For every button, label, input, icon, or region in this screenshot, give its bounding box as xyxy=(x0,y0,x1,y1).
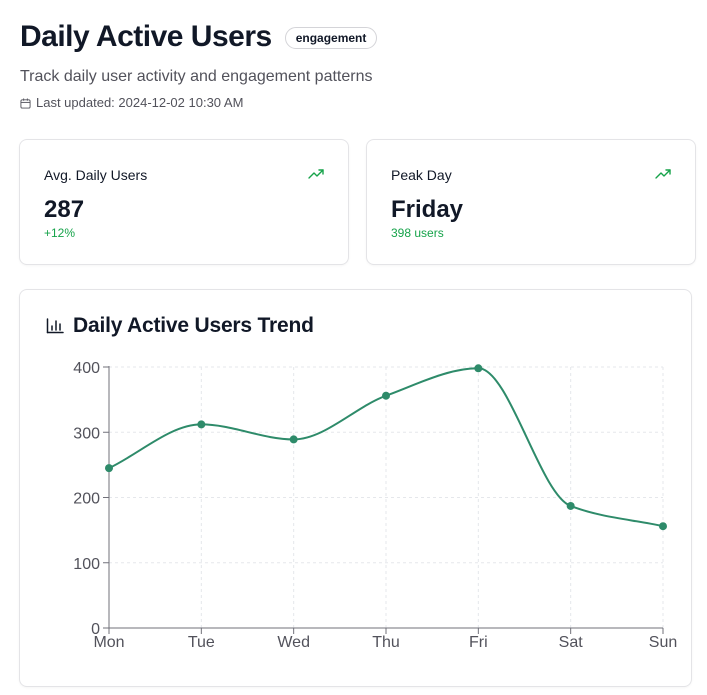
y-tick-label: 400 xyxy=(73,360,100,377)
category-badge: engagement xyxy=(284,27,378,49)
x-tick-label: Fri xyxy=(469,634,488,651)
x-tick-label: Sat xyxy=(559,634,584,651)
trending-up-icon xyxy=(655,169,671,179)
chart-card: Daily Active Users Trend 0 100 200 300 400 Mo… xyxy=(19,289,692,687)
stat-detail: 398 users xyxy=(391,226,444,240)
trending-up-icon xyxy=(308,169,324,179)
y-tick-label: 200 xyxy=(73,491,100,508)
page-title: Daily Active Users xyxy=(20,20,272,53)
x-tick-label: Wed xyxy=(277,634,310,651)
page-header: Daily Active Users engagement Track dail… xyxy=(20,18,690,111)
last-updated: Last updated: 2024-12-02 10:30 AM xyxy=(20,95,690,111)
x-tick-label: Sun xyxy=(649,634,677,651)
stat-change: +12% xyxy=(44,226,76,240)
x-tick-label: Mon xyxy=(93,634,124,651)
data-point xyxy=(105,464,113,473)
stat-label: Avg. Daily Users xyxy=(44,167,148,183)
stat-value: 287 xyxy=(44,196,85,223)
data-point xyxy=(659,522,667,531)
x-tick-label: Tue xyxy=(188,634,215,651)
data-point xyxy=(289,435,298,444)
last-updated-text: Last updated: 2024-12-02 10:30 AM xyxy=(36,95,244,110)
data-point xyxy=(474,364,483,373)
bar-chart-icon xyxy=(46,318,64,334)
chart-title: Daily Active Users Trend xyxy=(73,314,314,337)
calendar-icon xyxy=(20,97,31,109)
data-point xyxy=(382,391,390,400)
chart-title-row: Daily Active Users Trend xyxy=(46,314,314,338)
y-tick-label: 300 xyxy=(73,425,100,442)
stat-label: Peak Day xyxy=(391,167,452,183)
data-point xyxy=(566,501,575,510)
data-point xyxy=(197,420,206,429)
line-chart: 0 100 200 300 400 Mon Tue Wed Thu Fri Sat Sun xyxy=(73,360,677,651)
page-subtitle: Track daily user activity and engagement… xyxy=(20,68,373,85)
y-tick-label: 0 xyxy=(91,621,100,638)
stat-card-peak-day: Peak Day Friday 398 users xyxy=(366,139,696,265)
stat-value: Friday xyxy=(391,196,464,223)
y-tick-label: 100 xyxy=(73,556,100,573)
stat-card-avg-daily-users: Avg. Daily Users 287 +12% xyxy=(19,139,349,265)
title-row: Daily Active Users engagement xyxy=(20,18,690,56)
x-tick-label: Thu xyxy=(372,634,400,651)
